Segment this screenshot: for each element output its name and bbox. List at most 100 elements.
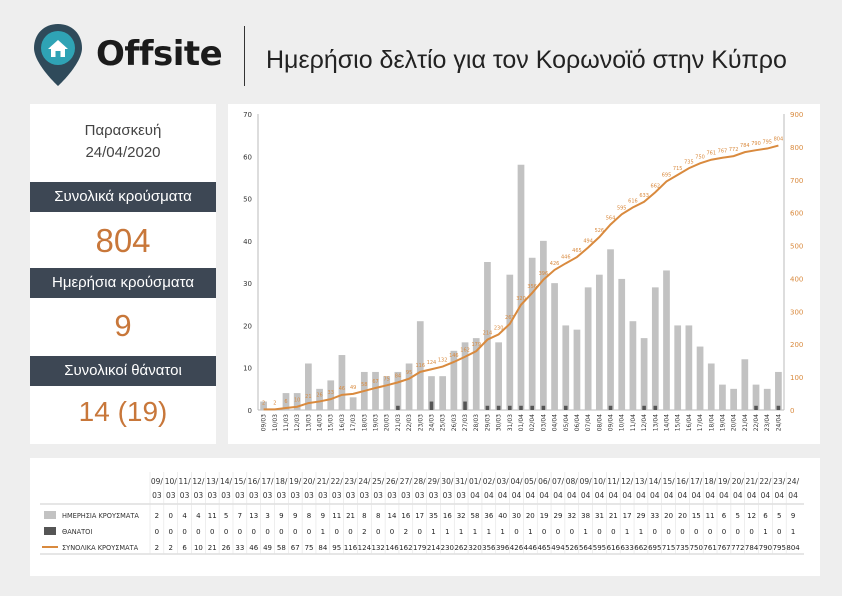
total-cases-data-label: 179 <box>471 342 481 348</box>
y-right-tick-label: 300 <box>790 308 803 316</box>
table-date-month: 04 <box>609 491 619 500</box>
y-left-tick-label: 40 <box>243 238 252 246</box>
y-right-tick-label: 400 <box>790 275 803 283</box>
table-cell: 58 <box>471 512 480 520</box>
daily-cases-bar <box>305 363 312 410</box>
x-tick-label: 18/04 <box>708 414 715 431</box>
table-cell: 356 <box>482 544 496 552</box>
total-cases-data-label: 494 <box>583 239 593 245</box>
table-cell: 0 <box>238 528 242 536</box>
table-date-month: 04 <box>539 491 549 500</box>
table-cell: 804 <box>786 544 800 552</box>
table-cell: 1 <box>459 528 463 536</box>
daily-cases-value: 9 <box>114 308 132 343</box>
table-cell: 0 <box>390 528 394 536</box>
x-tick-label: 25/03 <box>440 414 447 431</box>
table-date-day: 21/ <box>746 477 759 486</box>
table-cell: 715 <box>662 544 675 552</box>
table-date-day: 21/ <box>317 477 330 486</box>
table-cell: 0 <box>169 512 173 520</box>
daily-cases-bar <box>338 355 346 410</box>
x-tick-label: 24/04 <box>775 414 782 431</box>
table-date-day: 10/ <box>593 477 606 486</box>
table-date-month: 03 <box>249 491 259 500</box>
table-date-day: 12/ <box>192 477 205 486</box>
daily-cases-bar <box>775 371 782 410</box>
table-date-month: 04 <box>567 491 577 500</box>
table-cell: 179 <box>413 544 426 552</box>
total-cases-data-label: 2 <box>262 400 265 406</box>
table-date-month: 03 <box>277 491 287 500</box>
daily-cases-bar <box>439 376 447 410</box>
table-cell: 7 <box>238 512 242 520</box>
table-date-day: 31/ <box>455 477 468 486</box>
table-date-month: 04 <box>664 491 674 500</box>
daily-cases-bar <box>528 257 536 410</box>
table-cell: 0 <box>334 528 338 536</box>
table-cell: 1 <box>487 528 491 536</box>
table-cell: 0 <box>514 528 518 536</box>
table-date-month: 04 <box>595 491 605 500</box>
header: Offsite Ημερήσιο δελτίο για τον Κορωνοϊό… <box>0 0 842 95</box>
table-cell: 30 <box>512 512 521 520</box>
x-tick-label: 12/04 <box>641 414 648 431</box>
x-tick-label: 15/03 <box>328 414 335 431</box>
table-date-month: 03 <box>443 491 453 500</box>
table-cell: 1 <box>791 528 795 536</box>
daily-cases-bar <box>383 376 391 410</box>
total-cases-data-label: 633 <box>639 193 649 199</box>
table-cell: 10 <box>194 544 203 552</box>
daily-cases-bar <box>584 287 592 410</box>
table-date-day: 11/ <box>179 477 192 486</box>
legend-swatch <box>44 527 56 535</box>
x-tick-label: 04/04 <box>552 414 559 431</box>
daily-cases-bar <box>293 393 301 410</box>
table-date-day: 27/ <box>400 477 413 486</box>
x-tick-label: 10/03 <box>272 414 279 431</box>
table-cell: 38 <box>581 512 590 520</box>
total-cases-data-label: 526 <box>595 228 605 234</box>
x-tick-label: 13/03 <box>305 414 312 431</box>
table-cell: 17 <box>415 512 424 520</box>
x-tick-label: 21/04 <box>742 414 749 431</box>
x-tick-label: 23/03 <box>417 414 424 431</box>
table-cell: 0 <box>653 528 657 536</box>
table-cell: 20 <box>664 512 673 520</box>
total-cases-data-label: 124 <box>427 360 437 366</box>
table-cell: 214 <box>427 544 441 552</box>
table-cell: 5 <box>736 512 740 520</box>
x-tick-label: 09/04 <box>608 414 615 431</box>
deaths-bar <box>541 405 546 410</box>
y-left-tick-label: 20 <box>243 322 252 330</box>
total-cases-data-label: 49 <box>350 385 356 391</box>
table-date-month: 04 <box>747 491 757 500</box>
table-date-day: 14/ <box>220 477 233 486</box>
table-date-day: 06/ <box>538 477 551 486</box>
table-cell: 0 <box>348 528 352 536</box>
daily-cases-bar <box>763 388 771 410</box>
table-date-month: 03 <box>207 491 217 500</box>
total-cases-data-label: 396 <box>539 271 549 277</box>
table-date-month: 03 <box>166 491 176 500</box>
table-row-label: ΣΥΝΟΛΙΚΑ ΚΡΟΥΣΜΑΤΑ <box>62 544 139 552</box>
total-cases-data-label: 84 <box>395 373 401 379</box>
total-cases-data-label: 735 <box>684 159 694 165</box>
total-cases-data-label: 356 <box>527 284 537 290</box>
y-left-tick-label: 50 <box>243 196 252 204</box>
table-cell: 1 <box>763 528 767 536</box>
table-date-month: 03 <box>387 491 397 500</box>
table-cell: 0 <box>597 528 601 536</box>
table-cell: 0 <box>417 528 421 536</box>
table-cell: 0 <box>680 528 684 536</box>
table-cell: 1 <box>431 528 435 536</box>
x-tick-label: 30/03 <box>496 414 503 431</box>
table-cell: 0 <box>251 528 255 536</box>
table-cell: 8 <box>362 512 366 520</box>
daily-cases-bar <box>685 325 693 410</box>
table-cell: 0 <box>542 528 546 536</box>
y-right-tick-label: 100 <box>790 374 803 382</box>
daily-cases-bar <box>730 388 737 410</box>
x-tick-label: 13/04 <box>652 414 659 431</box>
table-cell: 0 <box>279 528 283 536</box>
x-tick-label: 19/04 <box>719 414 726 431</box>
